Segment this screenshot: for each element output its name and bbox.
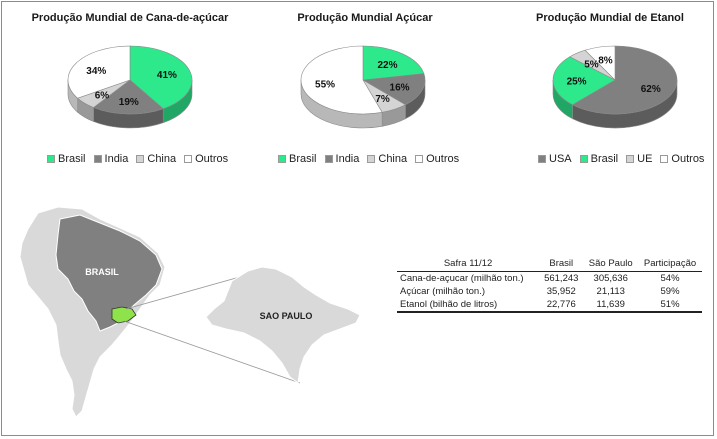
legend-swatch [278, 155, 286, 163]
data-label-india: 19% [119, 97, 139, 108]
legend-acucar: Brasil India China Outros [278, 153, 459, 165]
table-cell: 11,639 [583, 298, 639, 313]
legend-label: Outros [671, 153, 705, 165]
legend-item-brasil: Brasil [278, 153, 317, 165]
legend-label: USA [549, 153, 572, 165]
legend-swatch [93, 155, 102, 163]
legend-label: India [104, 153, 129, 165]
legend-cana: Brasil India China Outros [47, 153, 228, 165]
table-cell: 35,952 [546, 286, 576, 297]
legend-swatch [660, 155, 669, 163]
table-header-cell: Participação [638, 256, 702, 272]
table-cell: Cana-de-açucar (milhão ton.) [400, 273, 524, 284]
legend-etanol: USA Brasil UE Outros [538, 153, 704, 165]
legend-item-outros: Outros [660, 153, 704, 165]
sao-paulo-enlarged [205, 266, 361, 384]
chart-title-acucar: Produção Mundial Açúcar [297, 12, 433, 24]
table-header-cell: Brasil [539, 256, 584, 272]
legend-swatch [579, 155, 588, 163]
data-label-brasil: 25% [567, 77, 587, 88]
legend-label: Outros [426, 153, 460, 165]
pie-slice-outros [67, 45, 131, 99]
pie-slice-outros [584, 45, 616, 81]
table-cell: 305,636 [593, 273, 628, 284]
pie-slice-outros [300, 45, 383, 115]
legend-item-outros: Outros [415, 153, 459, 165]
pie-slice-brasil [362, 45, 425, 81]
legend-item-brasil: Brasil [579, 153, 619, 165]
legend-item-china: China [136, 153, 176, 165]
table-row: Cana-de-açucar (milhão ton.) 561,243 305,6… [397, 272, 702, 286]
table-row: Açúcar (milhão ton.) 35,952 21,113 59% [397, 285, 702, 298]
legend-label: India [335, 153, 360, 165]
data-label-china: 7% [375, 94, 390, 105]
legend-swatch [324, 155, 333, 163]
table-cell: 51% [638, 298, 702, 313]
south-america-map: BRASIL SAO PAULO [19, 206, 361, 418]
table-cell: 59% [660, 286, 680, 297]
map-label-sao-paulo: SAO PAULO [260, 311, 313, 321]
legend-item-india: India [93, 153, 129, 165]
legend-item-outros: Outros [184, 153, 228, 165]
safra-table: Safra 11/12 Brasil São Paulo Participação C… [397, 256, 702, 313]
table-header-cell: Safra 11/12 [397, 256, 540, 272]
data-label-ue: 5% [584, 59, 599, 70]
legend-label: Brasil [590, 153, 619, 165]
pie-chart-etanol: 62% 25% 5% 8% [552, 45, 678, 129]
legend-item-china: China [367, 153, 407, 165]
legend-swatch [626, 155, 635, 163]
legend-item-ue: UE [626, 153, 652, 165]
legend-label: Brasil [58, 153, 86, 165]
legend-label: Brasil [289, 153, 317, 165]
legend-label: China [378, 153, 408, 165]
legend-item-usa: USA [538, 153, 572, 165]
data-label-india: 16% [390, 83, 410, 94]
data-label-outros: 34% [86, 66, 106, 77]
legend-label: Outros [195, 153, 229, 165]
table-header-row: Safra 11/12 Brasil São Paulo Participação [397, 256, 702, 272]
table-cell: 22,776 [539, 298, 584, 313]
data-label-usa: 62% [641, 84, 661, 95]
data-label-outros: 8% [598, 56, 613, 67]
legend-item-brasil: Brasil [47, 153, 86, 165]
pie-chart-cana: 41% 19% 6% 34% [67, 45, 193, 129]
table-cell: 21,113 [596, 286, 625, 297]
legend-label: China [147, 153, 177, 165]
table-cell: Etanol (bilhão de litros) [397, 298, 540, 313]
pie-chart-acucar: 22% 16%7% 55% [300, 45, 426, 129]
pie-slice-india [362, 73, 426, 106]
chart-title-etanol: Produção Mundial de Etanol [536, 12, 684, 24]
table-cell: Açúcar (milhão ton.) [400, 286, 486, 297]
table-row: Etanol (bilhão de litros) 22,776 11,639 51% [397, 298, 702, 313]
table-cell: 561,243 [544, 273, 579, 284]
chart-title-cana: Produção Mundial de Cana-de-açúcar [31, 12, 229, 24]
map-label-brasil: BRASIL [85, 267, 119, 277]
legend-swatch [367, 155, 376, 163]
data-label-outros: 55% [315, 79, 335, 90]
pie-slice-india [92, 79, 164, 115]
legend-swatch [538, 155, 546, 163]
pie-slice-brasil [552, 56, 616, 106]
legend-item-india: India [324, 153, 360, 165]
table-cell: 54% [660, 273, 680, 284]
data-label-brasil: 41% [157, 70, 177, 81]
legend-swatch [184, 155, 193, 163]
pie-slice-usa [571, 45, 678, 115]
legend-swatch [415, 155, 424, 163]
legend-swatch [136, 155, 145, 163]
data-label-brasil: 22% [377, 60, 397, 71]
data-label-china: 6% [95, 90, 110, 101]
legend-label: UE [637, 153, 653, 165]
legend-swatch [47, 155, 55, 163]
connector-line-bottom [123, 320, 301, 384]
sao-paulo-region [111, 306, 137, 324]
table-body: Cana-de-açucar (milhão ton.) 561,243 305,6… [397, 272, 702, 313]
table-header-cell: São Paulo [583, 256, 639, 272]
